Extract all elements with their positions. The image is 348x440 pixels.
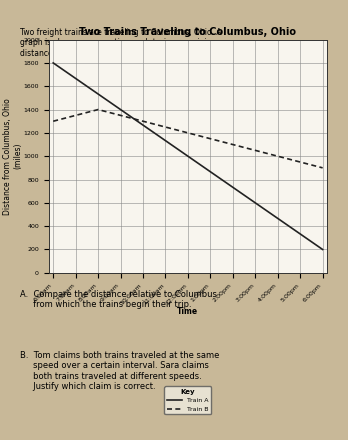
Text: B.  Tom claims both trains traveled at the same
     speed over a certain interv: B. Tom claims both trains traveled at th… [20, 351, 219, 391]
X-axis label: Time: Time [177, 307, 198, 316]
Y-axis label: Distance from Columbus, Ohio
(miles): Distance from Columbus, Ohio (miles) [2, 98, 22, 215]
Title: Two Trains Traveling to Columbus, Ohio: Two Trains Traveling to Columbus, Ohio [79, 27, 296, 37]
Text: A.  Compare the distance relative to Columbus
     from which the trains begin t: A. Compare the distance relative to Colu… [20, 290, 217, 309]
Legend: Train A, Train B: Train A, Train B [164, 386, 212, 414]
Text: Two freight trains are traveling to Columbus, Ohio. A
graph is shown representin: Two freight trains are traveling to Colu… [20, 28, 221, 58]
